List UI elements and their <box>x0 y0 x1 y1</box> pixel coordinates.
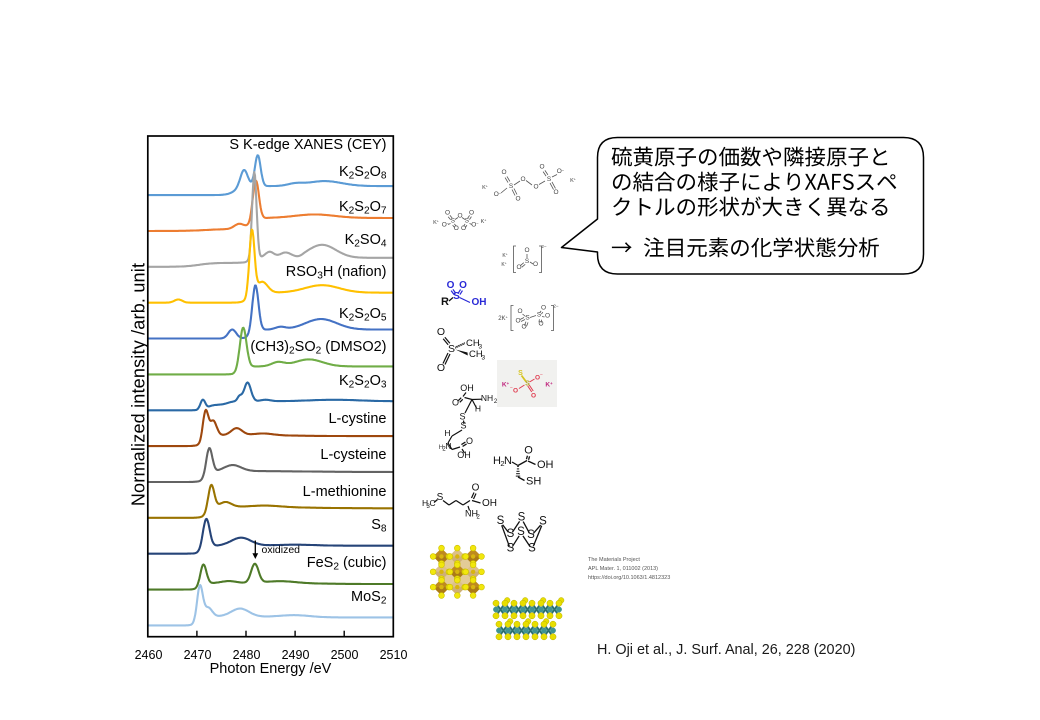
svg-text:OH: OH <box>482 498 497 509</box>
svg-text:S: S <box>518 370 523 377</box>
svg-text:3: 3 <box>479 344 483 351</box>
svg-text:O: O <box>524 445 533 457</box>
svg-text:O: O <box>533 184 538 191</box>
svg-text:O: O <box>437 362 445 374</box>
svg-text:CH: CH <box>469 349 483 360</box>
svg-text:3: 3 <box>482 355 486 362</box>
svg-text:O: O <box>437 326 445 338</box>
svg-text:R: R <box>441 296 449 308</box>
svg-text:OH: OH <box>460 383 474 393</box>
svg-text:S: S <box>525 258 530 265</box>
svg-text:−: − <box>540 373 543 379</box>
svg-text:O: O <box>457 213 462 220</box>
svg-text:K+: K+ <box>545 381 553 389</box>
svg-text:H: H <box>439 444 444 451</box>
svg-text:CH: CH <box>466 338 480 349</box>
svg-text:O: O <box>452 398 459 408</box>
svg-text:S: S <box>451 218 456 225</box>
svg-text:2K+: 2K+ <box>498 314 508 322</box>
svg-text:O−: O− <box>494 190 502 198</box>
svg-text:2: 2 <box>477 515 481 521</box>
svg-text:2−: 2− <box>541 244 547 249</box>
svg-text:H: H <box>444 428 450 438</box>
svg-text:S: S <box>528 543 536 555</box>
svg-text:O: O <box>531 393 536 400</box>
svg-text:S: S <box>517 526 525 538</box>
svg-text:K+: K+ <box>502 252 507 259</box>
svg-text:SH: SH <box>526 476 541 488</box>
svg-text:O: O <box>472 483 480 494</box>
svg-text:NH: NH <box>481 393 493 403</box>
svg-text:OH: OH <box>472 297 487 308</box>
svg-text:NH: NH <box>465 509 478 519</box>
svg-text:−: − <box>510 386 513 392</box>
svg-text:S: S <box>539 516 547 528</box>
svg-text:S: S <box>547 176 552 183</box>
svg-text:K+: K+ <box>482 184 488 191</box>
svg-text:OH: OH <box>457 450 471 460</box>
svg-text:S: S <box>518 512 526 524</box>
svg-text:2: 2 <box>442 447 446 453</box>
svg-text:O: O <box>553 189 558 196</box>
svg-text:OH: OH <box>537 459 554 471</box>
svg-text:O: O <box>520 176 525 183</box>
svg-text:O: O <box>517 308 522 315</box>
svg-text:O: O <box>545 313 550 320</box>
svg-text:S: S <box>448 343 455 355</box>
svg-text:O: O <box>524 247 529 254</box>
svg-text:O: O <box>538 321 543 328</box>
svg-text:O−: O− <box>442 221 450 229</box>
svg-text:K+: K+ <box>433 219 439 226</box>
svg-text:S: S <box>509 183 514 190</box>
svg-text:S: S <box>527 529 535 541</box>
svg-text:S: S <box>537 312 542 319</box>
svg-text:O: O <box>533 261 538 268</box>
svg-text:C: C <box>430 498 436 508</box>
svg-text:O: O <box>454 225 459 232</box>
svg-text:S: S <box>459 412 465 422</box>
svg-text:O−: O− <box>471 221 479 229</box>
svg-text:K+: K+ <box>501 261 506 268</box>
svg-text:O: O <box>447 280 455 291</box>
svg-text:O: O <box>541 305 546 312</box>
svg-text:S: S <box>525 315 530 322</box>
svg-text:O: O <box>459 280 467 291</box>
svg-text:O: O <box>515 196 520 203</box>
svg-text:N: N <box>445 441 451 451</box>
svg-text:O: O <box>535 375 540 382</box>
svg-text:O−: O− <box>557 167 565 175</box>
svg-text:S: S <box>497 515 505 527</box>
svg-text:O: O <box>461 225 466 232</box>
svg-text:K+: K+ <box>481 218 487 225</box>
svg-text:K+: K+ <box>502 381 510 389</box>
svg-text:2: 2 <box>494 399 498 405</box>
svg-text:2−: 2− <box>553 304 559 309</box>
svg-text:O: O <box>521 324 526 331</box>
svg-text:S: S <box>460 421 466 431</box>
svg-text:O: O <box>469 210 474 217</box>
svg-text:S: S <box>525 381 530 388</box>
svg-text:O: O <box>539 164 544 171</box>
svg-text:O: O <box>466 436 473 446</box>
svg-text:N: N <box>504 455 512 467</box>
svg-text:O: O <box>445 210 450 217</box>
svg-text:H: H <box>422 498 428 508</box>
svg-text:H: H <box>493 455 501 467</box>
svg-text:S: S <box>465 218 470 225</box>
svg-text:2: 2 <box>500 459 504 468</box>
svg-text:K+: K+ <box>570 177 576 184</box>
svg-text:S: S <box>453 291 460 302</box>
svg-text:S: S <box>437 492 444 503</box>
svg-text:O: O <box>516 264 521 271</box>
svg-text:O: O <box>501 169 506 176</box>
svg-text:O: O <box>513 388 518 395</box>
svg-text:S: S <box>507 528 515 540</box>
svg-text:S: S <box>507 543 515 555</box>
svg-text:3: 3 <box>427 504 431 510</box>
svg-text:H: H <box>475 404 481 414</box>
svg-text:O: O <box>515 318 520 325</box>
